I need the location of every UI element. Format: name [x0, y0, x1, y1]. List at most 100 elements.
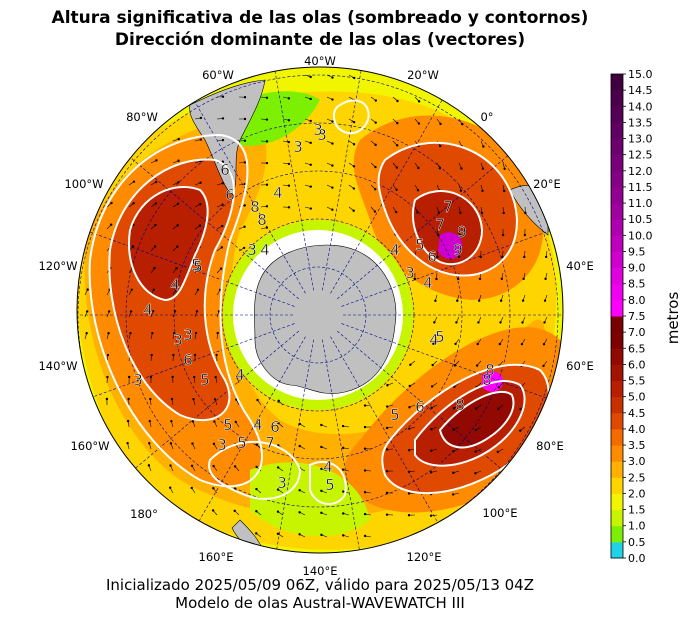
wave-vector-head — [153, 245, 157, 248]
wave-vector-head — [363, 491, 367, 494]
contour-label: 4 — [323, 458, 333, 476]
footer-line-1: Inicializado 2025/05/09 06Z, válido para… — [106, 576, 534, 594]
colorbar-tick-label: 11.5 — [628, 181, 653, 194]
contour-label: 7 — [443, 198, 453, 216]
meridian-line — [341, 225, 563, 307]
colorbar-segment — [611, 138, 623, 156]
wave-vector-head — [320, 467, 323, 471]
wave-vector-head — [498, 342, 502, 346]
contour-line — [414, 380, 526, 467]
colorbar-segment — [611, 267, 623, 285]
colorbar-segment — [611, 364, 623, 382]
wave-vector-head — [193, 353, 197, 357]
wave-vector-head — [363, 425, 367, 429]
wave-vector-head — [437, 233, 440, 237]
wave-vector-head — [458, 233, 461, 237]
wave-vector-head — [331, 164, 334, 167]
wave-vector-head — [265, 96, 269, 99]
contour-line — [438, 390, 515, 449]
longitude-label: 20°W — [407, 68, 439, 82]
wave-vector-head — [341, 424, 345, 428]
wave-vector-head — [149, 375, 153, 379]
contour-label: 3 — [247, 241, 257, 259]
wave-vector-head — [342, 512, 345, 515]
colorbar-tick-label: 3.0 — [628, 455, 646, 468]
wave-vector-head — [432, 342, 435, 346]
wave-vector-head — [374, 188, 377, 191]
wave-vector-head — [478, 277, 482, 281]
contour-label: 5 — [200, 371, 210, 389]
wave-vector-head — [109, 223, 113, 226]
longitude-label: 100°E — [483, 506, 518, 520]
wave-vector-head — [416, 189, 420, 192]
wave-vector-head — [265, 205, 269, 208]
longitude-label: 120°W — [38, 259, 77, 273]
wave-vector-head — [544, 255, 548, 259]
wave-vector-head — [191, 420, 195, 423]
wave-vectors — [84, 74, 548, 538]
wave-vector-head — [407, 492, 411, 495]
wave-vector-head — [439, 122, 442, 126]
wave-vector-head — [341, 468, 345, 471]
colorbar-tick-label: 8.0 — [628, 294, 646, 307]
wave-vector-head — [199, 181, 202, 184]
wave-vector-head — [169, 464, 172, 467]
wave-vector-head — [496, 450, 499, 454]
wave-vector-head — [129, 310, 133, 313]
wave-vector-head — [172, 353, 175, 357]
colorbar-tick-label: 11.0 — [628, 197, 653, 210]
wave-vector-head — [255, 465, 258, 469]
contour-label: 4 — [423, 274, 433, 292]
wave-vector-head — [413, 277, 417, 281]
colorbar-segment — [611, 541, 623, 559]
wave-vector-head — [352, 165, 356, 168]
wave-vector-head — [437, 211, 441, 214]
wave-vector-head — [287, 119, 291, 122]
longitude-label: 160°E — [199, 550, 234, 564]
wave-vector-head — [243, 161, 247, 164]
height-band-1-5-south — [250, 462, 370, 537]
contour-label: 9 — [453, 241, 463, 259]
wave-vector-head — [211, 509, 215, 512]
colorbar-tick-label: 4.0 — [628, 423, 646, 436]
wave-vector-head — [170, 397, 174, 401]
wave-vector-head — [480, 211, 484, 215]
wave-vector-head — [170, 420, 173, 423]
wave-vector-head — [455, 321, 458, 324]
colorbar-tick-label: 14.0 — [628, 100, 653, 113]
wave-vector-head — [106, 375, 109, 379]
wave-vector-head — [276, 488, 280, 491]
wave-vector-head — [523, 233, 527, 237]
wave-vector-head — [320, 533, 323, 537]
antarctica-land — [254, 244, 397, 394]
contour-label: 5 — [191, 256, 201, 274]
contour-label: 8 — [250, 198, 260, 216]
wave-vector-head — [191, 442, 194, 445]
wave-vector-head — [331, 98, 334, 101]
colorbar-segment — [611, 493, 623, 511]
colorbar-segment — [611, 122, 623, 140]
colorbar-segment — [611, 251, 623, 269]
wave-vector-head — [212, 442, 216, 446]
longitude-label: 40°E — [566, 259, 594, 273]
wave-vector-head — [214, 375, 217, 379]
wave-vector-head — [385, 405, 389, 408]
wave-vector-head — [173, 331, 176, 335]
wave-vector-head — [86, 288, 89, 291]
contour-label: 7 — [265, 434, 275, 452]
wave-vector-head — [243, 117, 247, 121]
longitude-label: 100°W — [64, 177, 103, 191]
longitude-label: 120°E — [407, 550, 442, 564]
wave-vector-head — [331, 142, 334, 145]
wave-vector-head — [475, 364, 479, 367]
contour-line — [88, 133, 263, 488]
contour-label: 4 — [235, 366, 245, 384]
longitude-label: 140°W — [38, 359, 77, 373]
colorbar-tick-label: 4.5 — [628, 407, 646, 420]
wave-vector-head — [501, 255, 504, 259]
colorbar-tick-label: 13.5 — [628, 116, 653, 129]
wave-vector-head — [431, 363, 434, 367]
wave-vector-head — [396, 99, 399, 103]
meridian-line — [336, 330, 518, 483]
